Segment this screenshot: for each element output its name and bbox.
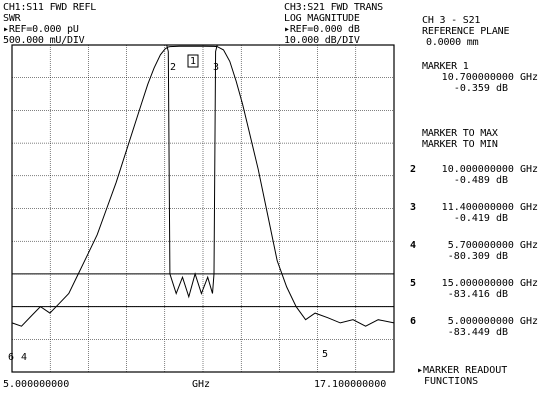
ch1-ref: ▸REF=0.000 pU <box>3 24 79 35</box>
x-axis-unit: GHz <box>192 379 211 390</box>
plot-grid <box>12 45 394 372</box>
marker-5-value: -83.416 dB <box>447 289 508 300</box>
channel-label: CH 3 - S21 <box>422 15 481 26</box>
ch1-title: CH1:S11 FWD REFL <box>3 2 97 13</box>
s11-trace <box>12 44 394 299</box>
ch3-title: CH3:S21 FWD TRANS <box>284 2 383 13</box>
ch3-format: LOG MAGNITUDE <box>284 13 360 24</box>
traces <box>11 44 395 327</box>
marker-3-freq: 11.400000000 GHz <box>441 202 538 213</box>
ch1-format: SWR <box>3 13 21 24</box>
marker-6-value: -83.449 dB <box>447 327 508 338</box>
marker-6-number: 6 <box>410 316 417 327</box>
active-marker-freq: 10.700000000 GHz <box>441 72 538 83</box>
marker-5-freq: 15.000000000 GHz <box>441 278 538 289</box>
softkey-line-2: FUNCTIONS <box>424 376 479 387</box>
ch3-ref: ▸REF=0.000 dB <box>284 24 360 35</box>
marker-tag-2: 2 <box>170 62 176 73</box>
marker-4-value: -80.309 dB <box>447 251 508 262</box>
marker-tag-5: 5 <box>322 349 328 360</box>
marker-tag-4: 4 <box>21 352 27 363</box>
marker-3-value: -0.419 dB <box>453 213 508 224</box>
s21-trace <box>11 45 395 327</box>
ch3-scale: 10.000 dB/DIV <box>284 35 360 46</box>
ref-plane-label: REFERENCE PLANE <box>422 26 510 37</box>
x-axis-stop: 17.100000000 <box>314 379 387 390</box>
marker-5-number: 5 <box>410 278 417 289</box>
ch1-scale: 500.000 mU/DIV <box>3 35 85 46</box>
active-marker-label: MARKER 1 <box>422 61 469 72</box>
marker-4-number: 4 <box>410 240 417 251</box>
active-marker-box <box>187 54 199 68</box>
marker-3-number: 3 <box>410 202 417 213</box>
marker-4-freq: 5.700000000 GHz <box>447 240 538 251</box>
ch1-header: CH1:S11 FWD REFL SWR ▸REF=0.000 pU 500.0… <box>3 2 96 46</box>
menu-marker-to-max[interactable]: MARKER TO MAX <box>422 128 498 139</box>
x-axis-start: 5.000000000 <box>3 379 70 390</box>
softkey-line-1: ▸MARKER READOUT <box>417 365 508 376</box>
active-marker-value: -0.359 dB <box>453 83 508 94</box>
marker-2-number: 2 <box>410 164 417 175</box>
marker-6-freq: 5.000000000 GHz <box>447 316 538 327</box>
ch3-header: CH3:S21 FWD TRANS LOG MAGNITUDE ▸REF=0.0… <box>284 2 383 46</box>
marker-2-value: -0.489 dB <box>453 175 508 186</box>
marker-tag-6: 6 <box>8 352 14 363</box>
ref-plane-value: 0.0000 mm <box>426 37 479 48</box>
marker-2-freq: 10.000000000 GHz <box>441 164 538 175</box>
marker-tag-3: 3 <box>213 62 219 73</box>
trace-markers: 1 2 3 4 5 6 <box>8 54 328 363</box>
reference-lines <box>12 273 394 308</box>
menu-marker-to-min[interactable]: MARKER TO MIN <box>422 139 498 150</box>
softkey-marker-readout[interactable]: ▸MARKER READOUT FUNCTIONS <box>417 365 507 387</box>
marker-tag-1: 1 <box>190 56 196 67</box>
